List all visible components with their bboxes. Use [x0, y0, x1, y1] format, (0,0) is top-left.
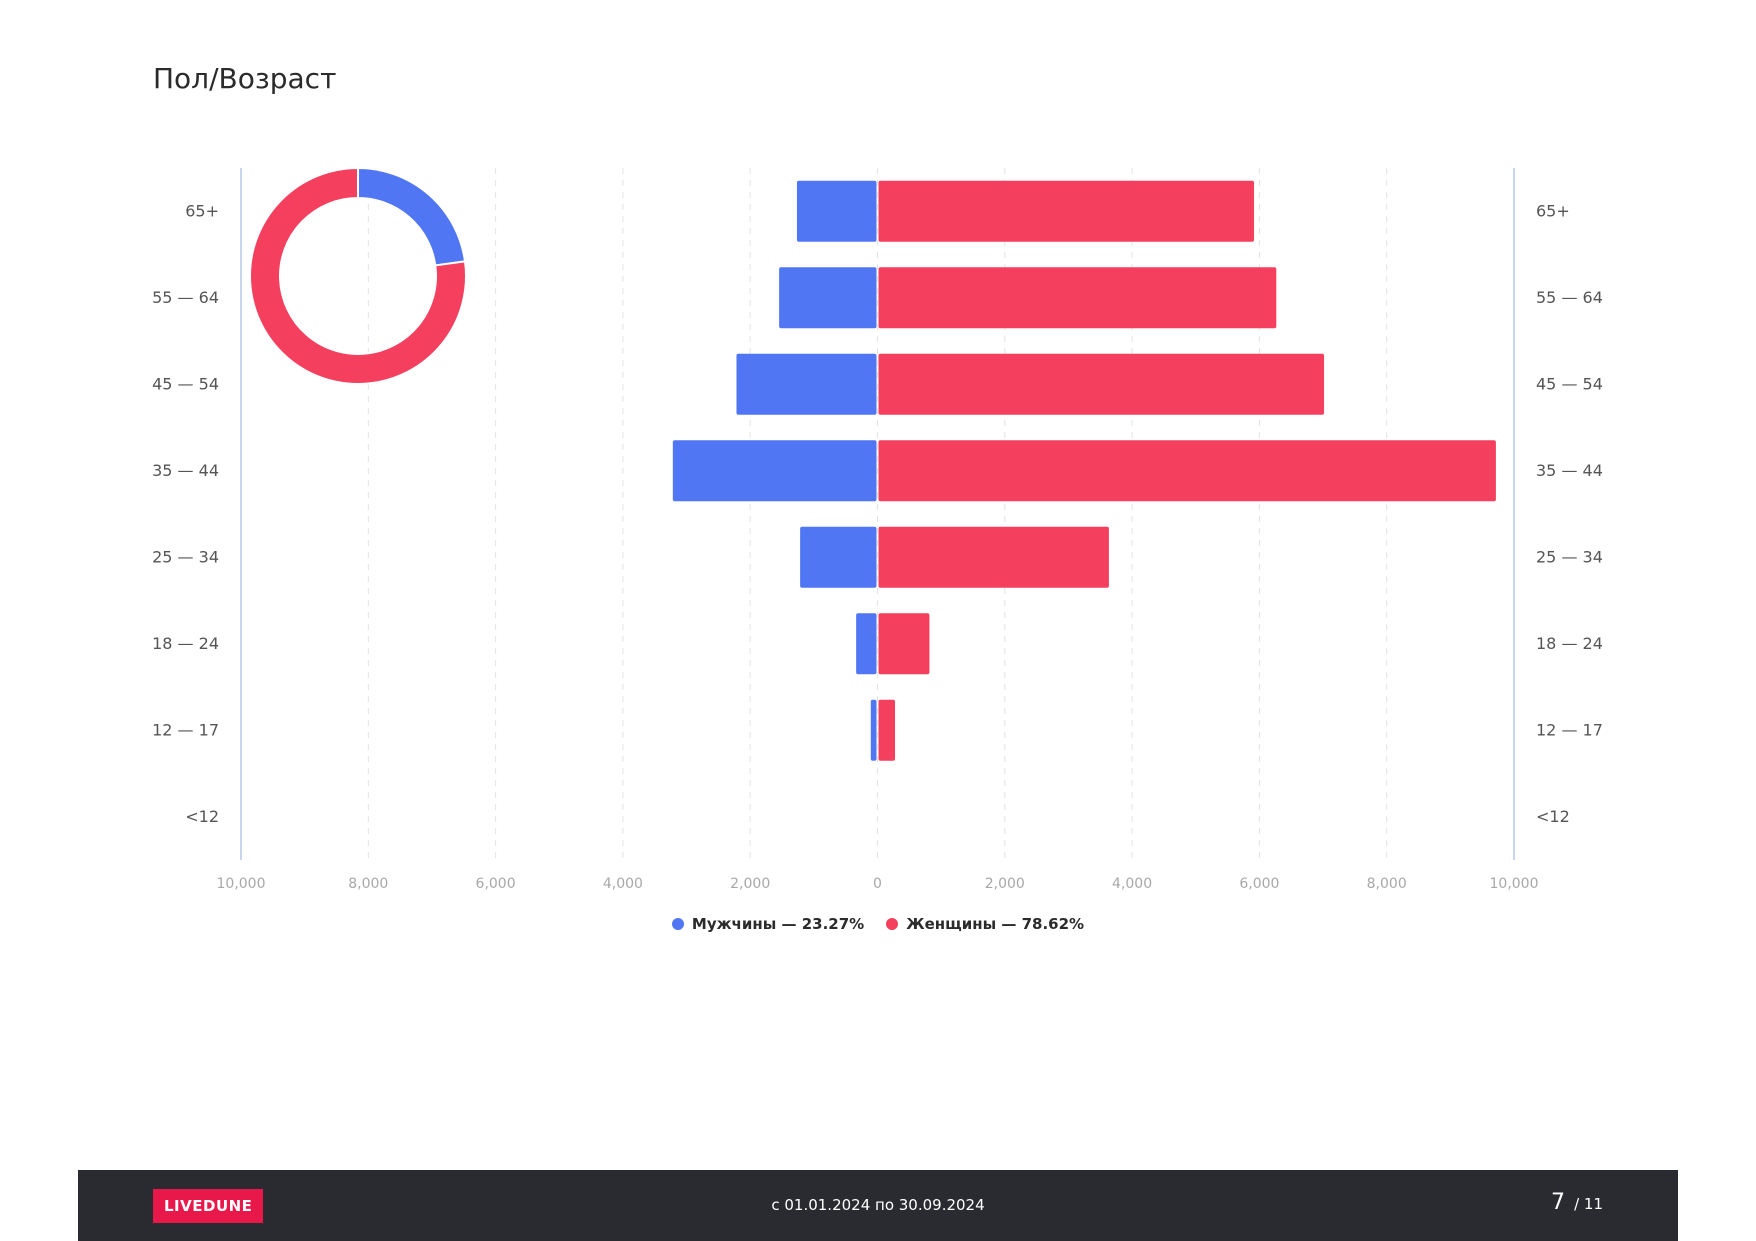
category-label-right: 45 — 54 — [1536, 374, 1603, 393]
category-label-left: 12 — 17 — [152, 720, 219, 739]
category-label-left: 55 — 64 — [152, 288, 219, 307]
category-label-left: 35 — 44 — [152, 461, 219, 480]
bar-men — [800, 526, 877, 588]
donut-slice-women — [249, 166, 467, 385]
category-label-right: 25 — 34 — [1536, 547, 1603, 566]
bar-men — [672, 440, 877, 502]
x-tick-label: 2,000 — [985, 876, 1025, 892]
bar-women — [878, 267, 1277, 329]
category-label-left: 45 — 54 — [152, 374, 219, 393]
x-tick-label: 10,000 — [217, 876, 266, 892]
bar-men — [736, 353, 877, 415]
category-label-left: 18 — 24 — [152, 634, 219, 653]
gender-age-chart: 10,000 8,000 6,000 4,000 2,000 0 2,000 4,000 6,0… — [152, 166, 1603, 892]
bar-women — [878, 353, 1325, 415]
x-tick-label: 8,000 — [1367, 876, 1407, 892]
chart-legend: Мужчины — 23.27% Женщины — 78.62% — [0, 915, 1756, 933]
page-current: 7 — [1550, 1190, 1565, 1215]
donut-slice-men — [357, 166, 467, 267]
bar-men — [870, 699, 877, 761]
x-tick-label: 10,000 — [1490, 876, 1539, 892]
page-total: / 11 — [1574, 1195, 1603, 1213]
category-label-left: 65+ — [185, 201, 219, 220]
date-range: с 01.01.2024 по 30.09.2024 — [771, 1196, 985, 1214]
category-label-right: 18 — 24 — [1536, 634, 1603, 653]
x-tick-label: 6,000 — [476, 876, 516, 892]
bar-women — [878, 440, 1496, 502]
footer-bar: LIVEDUNE с 01.01.2024 по 30.09.2024 7 / … — [78, 1170, 1678, 1241]
bar-men — [856, 613, 877, 675]
category-label-right: 55 — 64 — [1536, 288, 1603, 307]
bar-women — [878, 699, 896, 761]
bar-men — [779, 267, 877, 329]
x-tick-label: 2,000 — [730, 876, 770, 892]
page-indicator: 7 / 11 — [1551, 1190, 1603, 1215]
bar-women — [878, 180, 1255, 242]
x-tick-label: 0 — [873, 876, 882, 892]
x-tick-label: 6,000 — [1239, 876, 1279, 892]
category-label-right: 65+ — [1536, 201, 1570, 220]
page-title: Пол/Возраст — [153, 62, 337, 95]
category-label-left: <12 — [185, 807, 219, 826]
legend-item-women[interactable]: Женщины — 78.62% — [886, 915, 1084, 933]
legend-label-men: Мужчины — 23.27% — [691, 915, 865, 933]
bar-women — [878, 526, 1109, 588]
legend-dot-men-icon — [671, 918, 684, 930]
legend-item-men[interactable]: Мужчины — 23.27% — [671, 915, 865, 933]
legend-dot-women-icon — [886, 918, 899, 930]
bar-men — [796, 180, 877, 242]
x-tick-label: 8,000 — [348, 876, 388, 892]
brand-logo: LIVEDUNE — [153, 1189, 264, 1223]
category-label-right: <12 — [1536, 807, 1570, 826]
bar-women — [878, 613, 930, 675]
x-tick-label: 4,000 — [603, 876, 643, 892]
category-label-left: 25 — 34 — [152, 547, 219, 566]
x-tick-label: 4,000 — [1112, 876, 1152, 892]
legend-label-women: Женщины — 78.62% — [906, 915, 1085, 933]
category-label-right: 12 — 17 — [1536, 720, 1603, 739]
category-label-right: 35 — 44 — [1536, 461, 1603, 480]
